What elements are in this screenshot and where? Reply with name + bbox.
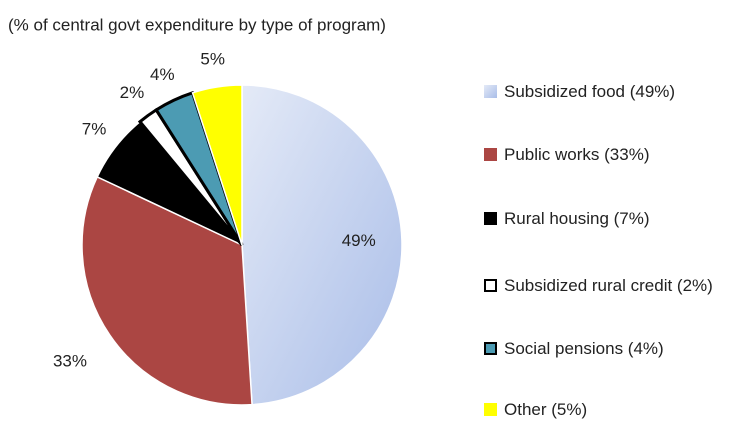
legend-label: Subsidized food (49%) [504, 82, 676, 101]
legend-item: Public works (33%) [484, 139, 746, 170]
legend-item: Other (5%) [484, 394, 746, 425]
legend-swatch [484, 85, 497, 98]
data-label: 49% [342, 231, 376, 250]
data-label: 4% [150, 65, 175, 84]
legend-label: Rural housing (7%) [504, 209, 650, 228]
legend-label: Social pensions (4%) [504, 339, 664, 358]
legend-swatch [484, 403, 497, 416]
legend-label: Other (5%) [504, 400, 588, 419]
data-label: 7% [82, 120, 107, 139]
data-label: 33% [53, 351, 87, 370]
data-label: 5% [200, 50, 225, 69]
legend-item: Subsidized rural credit (2%) [484, 270, 746, 301]
legend-item: Social pensions (4%) [484, 333, 746, 364]
data-label: 2% [120, 83, 145, 102]
legend-swatch [484, 212, 497, 225]
legend-swatch [484, 279, 497, 292]
legend-swatch [484, 342, 497, 355]
legend-label: Subsidized rural credit (2%) [504, 276, 713, 295]
pie-slice [81, 175, 253, 406]
pie-slice [241, 84, 403, 406]
pie-slice [191, 84, 243, 246]
legend-item: Rural housing (7%) [484, 203, 746, 234]
legend-item: Subsidized food (49%) [484, 76, 746, 107]
legend-swatch [484, 148, 497, 161]
legend-label: Public works (33%) [504, 145, 650, 164]
chart-title: (% of central govt expenditure by type o… [8, 15, 386, 34]
